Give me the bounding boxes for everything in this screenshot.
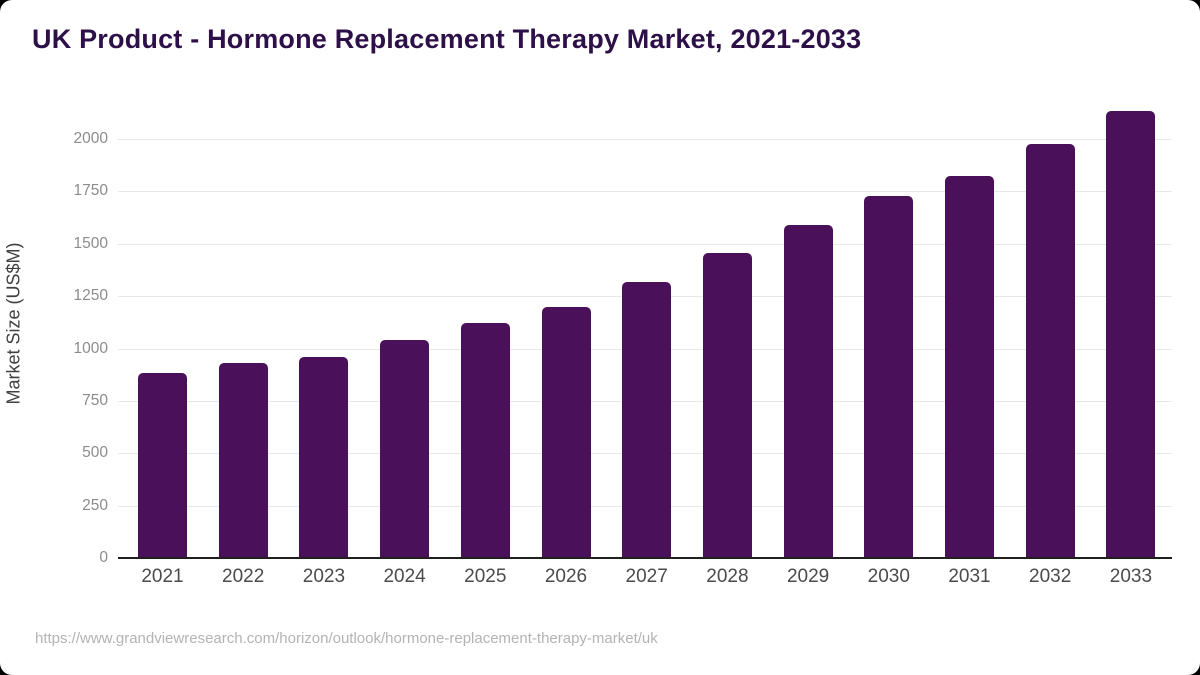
bar-2025[interactable] <box>460 322 510 558</box>
gridline-1750 <box>118 191 1172 193</box>
y-tick-label-1750: 1750 <box>73 182 108 200</box>
x-tick-label-2027: 2027 <box>625 566 668 587</box>
x-tick-label-2024: 2024 <box>383 566 426 587</box>
y-tick-label-750: 750 <box>82 391 108 409</box>
bar-2032[interactable] <box>1025 144 1075 558</box>
bar-2026[interactable] <box>541 306 591 558</box>
bar-2023[interactable] <box>299 356 349 558</box>
x-tick-label-2032: 2032 <box>1029 566 1072 587</box>
bar-2021[interactable] <box>138 372 187 558</box>
x-tick-label-2026: 2026 <box>544 566 588 587</box>
x-tick-label-2033: 2033 <box>1109 566 1153 587</box>
y-tick-label-1250: 1250 <box>73 287 108 305</box>
bar-2024[interactable] <box>380 340 430 558</box>
chart-title: UK Product - Hormone Replacement Therapy… <box>32 24 862 54</box>
x-tick-label-2023: 2023 <box>302 566 346 587</box>
x-tick-label-2025: 2025 <box>464 566 507 587</box>
bar-2033[interactable] <box>1106 110 1156 558</box>
y-tick-label-0: 0 <box>99 549 108 566</box>
x-tick-label-2031: 2031 <box>948 566 991 587</box>
gridline-1500 <box>118 243 1172 245</box>
bar-2027[interactable] <box>622 281 672 558</box>
x-tick-label-2030: 2030 <box>867 566 910 587</box>
bar-2029[interactable] <box>783 224 833 558</box>
bar-2022[interactable] <box>218 363 268 558</box>
bar-2030[interactable] <box>864 195 914 558</box>
bar-2028[interactable] <box>702 253 752 558</box>
y-tick-label-250: 250 <box>82 496 108 514</box>
gridline-2000 <box>118 139 1172 140</box>
x-tick-label-2021: 2021 <box>141 566 184 587</box>
y-tick-label-1500: 1500 <box>73 234 108 252</box>
y-tick-label-2000: 2000 <box>73 130 108 147</box>
source-url: https://www.grandviewresearch.com/horizo… <box>35 630 658 647</box>
x-axis-line <box>118 556 1172 559</box>
y-tick-label-1000: 1000 <box>73 339 108 357</box>
bar-2031[interactable] <box>945 175 994 558</box>
y-tick-label-500: 500 <box>82 444 108 462</box>
x-tick-label-2028: 2028 <box>706 566 749 587</box>
x-tick-label-2029: 2029 <box>786 566 830 587</box>
x-tick-label-2022: 2022 <box>222 566 265 587</box>
